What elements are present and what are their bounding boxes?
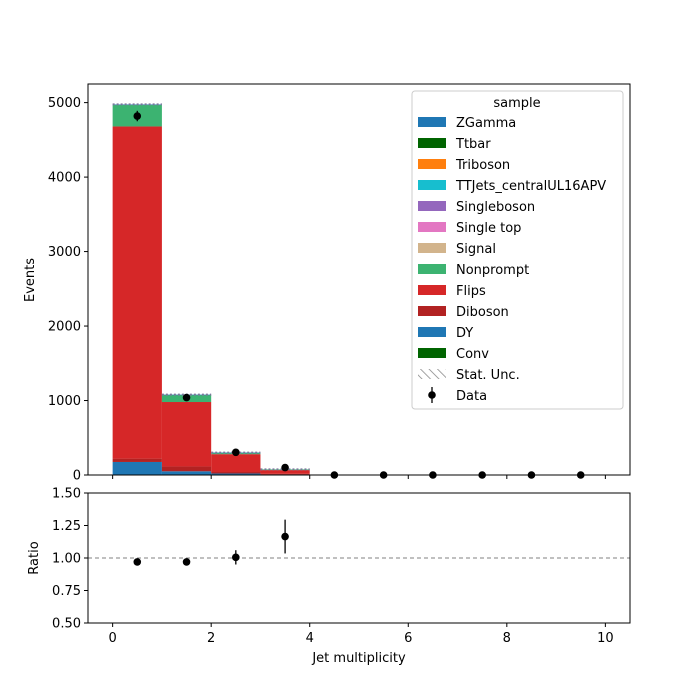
main-y-axis-label: Events: [23, 258, 38, 302]
main-ytick-label: 0: [73, 469, 81, 484]
legend-label-stat-unc-: Stat. Unc.: [456, 368, 520, 383]
ratio-xtick-label: 8: [503, 631, 511, 646]
legend-swatch-triboson: [418, 159, 446, 169]
legend-swatch-conv: [418, 348, 446, 358]
ratio-y-ticks: 0.50 0.75 1.00 1.25 1.50: [52, 487, 88, 632]
legend-label-flips: Flips: [456, 284, 486, 299]
legend-swatch-single-top: [418, 222, 446, 232]
ratio-ytick-label: 1.00: [52, 552, 81, 567]
main-ytick-label: 3000: [48, 245, 81, 260]
bar-diboson-bin-2: [211, 472, 261, 474]
legend-label-data: Data: [456, 389, 487, 404]
legend-label-dy: DY: [456, 326, 473, 341]
bar-diboson-bin-3: [260, 473, 310, 475]
ratio-ytick-label: 1.25: [52, 519, 81, 534]
legend-swatch-ttjets-centralul16apv: [418, 180, 446, 190]
legend-label-signal: Signal: [456, 242, 496, 257]
ratio-point-3: [281, 532, 289, 541]
ratio-x-ticks: 0 2 4 6 8 10: [108, 623, 614, 646]
main-ytick-label: 2000: [48, 320, 81, 335]
bar-flips-bin-1: [161, 402, 212, 467]
main-ytick-label: 4000: [48, 171, 81, 186]
legend-label-nonprompt: Nonprompt: [456, 263, 529, 278]
x-axis-label: Jet multiplicity: [311, 651, 406, 666]
ratio-xtick-label: 0: [108, 631, 116, 646]
bar-dy-bin-2: [211, 473, 261, 475]
legend: sample ZGamma Ttbar Triboson TTJets_central…: [411, 90, 624, 410]
legend-swatch-singleboson: [418, 201, 446, 211]
main-y-ticks: 0 1000 2000 3000 4000 5000: [48, 96, 88, 484]
legend-swatch-data: [428, 391, 436, 399]
legend-label-conv: Conv: [456, 347, 489, 362]
ratio-point-1: [182, 558, 191, 566]
main-ytick-label: 5000: [48, 96, 81, 111]
ratio-point-2: [232, 553, 240, 562]
legend-entries: ZGamma Ttbar Triboson TTJets_centralUL16APV…: [418, 116, 606, 404]
main-x-ticks: [112, 475, 606, 479]
legend-swatch-signal: [418, 243, 446, 253]
data-point-2: [232, 448, 240, 457]
legend-swatch-zgamma: [418, 117, 446, 127]
legend-title: sample: [493, 96, 540, 111]
ratio-ytick-label: 1.50: [52, 487, 81, 502]
ratio-plot-frame: [87, 492, 631, 624]
ratio-xtick-label: 4: [306, 631, 314, 646]
data-point-0: [133, 112, 142, 120]
bar-flips-bin-2: [211, 454, 261, 473]
ratio-points: [133, 519, 289, 566]
data-point-1: [182, 393, 191, 402]
ratio-point-0: [133, 558, 142, 566]
bar-diboson-bin-1: [161, 466, 212, 472]
legend-swatch-diboson: [418, 306, 446, 316]
legend-label-ttjets-centralul16apv: TTJets_centralUL16APV: [455, 179, 606, 194]
main-ytick-label: 1000: [48, 394, 81, 409]
ratio-xtick-label: 6: [404, 631, 412, 646]
ratio-xtick-label: 2: [207, 631, 215, 646]
legend-label-single-top: Single top: [456, 221, 521, 236]
legend-label-ttbar: Ttbar: [455, 137, 491, 152]
main-panel: 0 1000 2000 3000 4000 5000 Events: [23, 83, 631, 484]
legend-swatch-ttbar: [418, 138, 446, 148]
legend-label-singleboson: Singleboson: [456, 200, 535, 215]
legend-frame: [411, 90, 624, 410]
legend-swatch-dy: [418, 327, 446, 337]
legend-swatch-stat-unc-: [418, 369, 446, 379]
bar-flips-bin-0: [112, 126, 162, 459]
ratio-ytick-label: 0.75: [52, 584, 81, 599]
bar-flips-bin-3: [260, 470, 310, 474]
ratio-y-axis-label: Ratio: [27, 541, 42, 574]
ratio-panel: 0.50 0.75 1.00 1.25 1.50 0 2 4 6 8 10 Ratio Jet m…: [27, 487, 631, 666]
bar-diboson-bin-0: [112, 458, 162, 462]
legend-label-zgamma: ZGamma: [456, 116, 516, 131]
legend-swatch-nonprompt: [418, 264, 446, 274]
ratio-ytick-label: 0.50: [52, 617, 81, 632]
ratio-xtick-label: 10: [597, 631, 614, 646]
bar-dy-bin-1: [161, 471, 212, 475]
legend-label-diboson: Diboson: [456, 305, 509, 320]
main-plot-frame: [87, 83, 631, 476]
legend-swatch-flips: [418, 285, 446, 295]
bar-dy-bin-0: [112, 461, 162, 475]
stacked-bars: [112, 103, 310, 475]
legend-label-triboson: Triboson: [455, 158, 510, 173]
data-point-3: [281, 463, 289, 472]
